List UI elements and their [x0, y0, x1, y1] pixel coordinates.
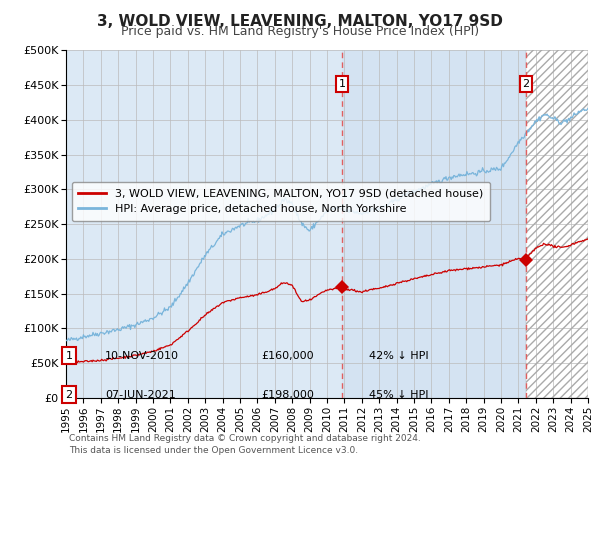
Text: £160,000: £160,000 [261, 351, 314, 361]
Text: 1: 1 [65, 351, 73, 361]
Text: £198,000: £198,000 [261, 390, 314, 400]
Text: Price paid vs. HM Land Registry's House Price Index (HPI): Price paid vs. HM Land Registry's House … [121, 25, 479, 38]
Text: 1: 1 [338, 79, 346, 88]
Text: 2: 2 [523, 79, 530, 88]
Text: 42% ↓ HPI: 42% ↓ HPI [369, 351, 428, 361]
Text: 10-NOV-2010: 10-NOV-2010 [105, 351, 179, 361]
Bar [526, 50, 588, 398]
Bar [342, 50, 526, 398]
Bar [526, 50, 588, 398]
Text: Contains HM Land Registry data © Crown copyright and database right 2024.
This d: Contains HM Land Registry data © Crown c… [69, 434, 421, 455]
Legend: 3, WOLD VIEW, LEAVENING, MALTON, YO17 9SD (detached house), HPI: Average price, : 3, WOLD VIEW, LEAVENING, MALTON, YO17 9S… [71, 182, 490, 221]
Text: 07-JUN-2021: 07-JUN-2021 [105, 390, 176, 400]
Text: 2: 2 [65, 390, 73, 400]
Text: 45% ↓ HPI: 45% ↓ HPI [369, 390, 428, 400]
Text: 3, WOLD VIEW, LEAVENING, MALTON, YO17 9SD: 3, WOLD VIEW, LEAVENING, MALTON, YO17 9S… [97, 14, 503, 29]
